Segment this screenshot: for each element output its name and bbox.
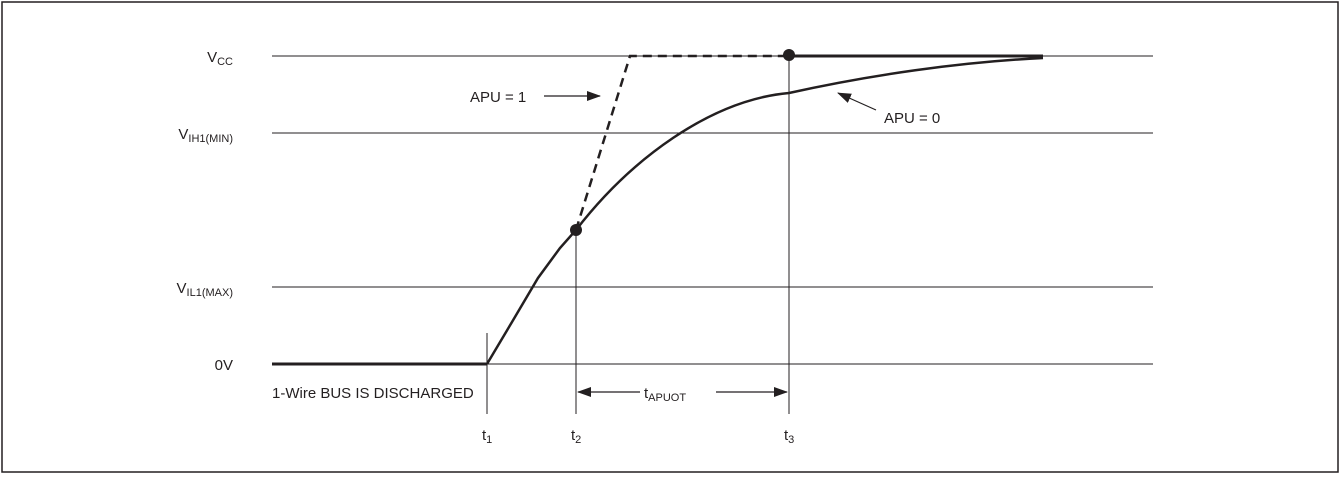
t2-label: t2 <box>571 427 581 446</box>
vil-label: VIL1(MAX) <box>177 280 233 299</box>
t2-point <box>570 224 582 236</box>
vih-label: VIH1(MIN) <box>178 126 233 145</box>
apu0-arrow <box>837 92 877 111</box>
t3-label: t3 <box>784 427 794 446</box>
apu1-label: APU = 1 <box>470 89 526 106</box>
apu0-curve <box>485 56 1044 365</box>
apu0-label: APU = 0 <box>884 110 940 127</box>
t1-label: t1 <box>482 427 492 446</box>
discharged-label: 1-Wire BUS IS DISCHARGED <box>272 385 474 402</box>
t3-point <box>783 49 795 61</box>
vcc-label: VCC <box>207 49 233 68</box>
interval-label: tAPUOT <box>644 385 686 404</box>
zero-label: 0V <box>215 357 233 374</box>
apu1-curve <box>574 54 789 231</box>
